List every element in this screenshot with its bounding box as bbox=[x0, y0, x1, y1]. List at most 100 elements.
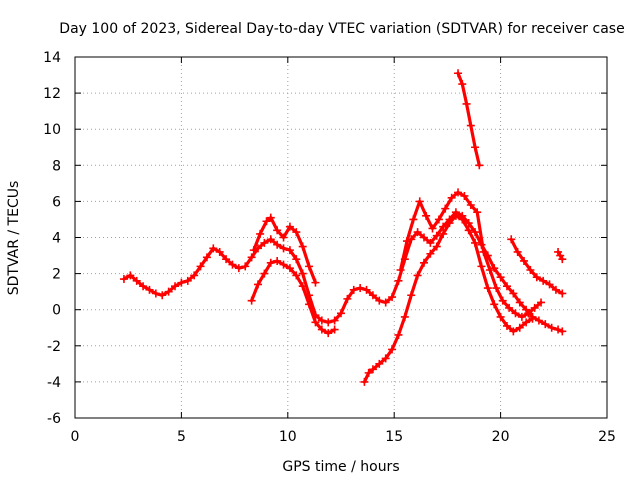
data-point bbox=[190, 271, 199, 280]
data-point bbox=[266, 258, 275, 267]
y-tick-label: 12 bbox=[43, 86, 61, 102]
data-point bbox=[362, 285, 371, 294]
data-point bbox=[151, 289, 160, 298]
data-point bbox=[317, 316, 326, 325]
data-point bbox=[285, 264, 294, 273]
series-track-c bbox=[249, 213, 320, 287]
data-point bbox=[126, 271, 135, 280]
data-point bbox=[507, 235, 516, 244]
data-point bbox=[262, 217, 271, 226]
series-track-a bbox=[119, 208, 567, 336]
data-point bbox=[388, 293, 397, 302]
data-point bbox=[479, 247, 488, 256]
data-point bbox=[554, 325, 563, 334]
data-point bbox=[528, 314, 537, 323]
data-point bbox=[266, 235, 275, 244]
data-point bbox=[241, 262, 250, 271]
data-point bbox=[368, 291, 377, 300]
data-point bbox=[464, 226, 473, 235]
data-point bbox=[292, 255, 301, 264]
data-point bbox=[502, 282, 511, 291]
data-point bbox=[388, 345, 397, 354]
data-point bbox=[524, 309, 533, 318]
data-point bbox=[473, 208, 482, 217]
series-track-f bbox=[454, 69, 484, 170]
data-point bbox=[511, 309, 520, 318]
data-point bbox=[324, 318, 333, 327]
data-point bbox=[343, 294, 352, 303]
series-track-d bbox=[360, 211, 537, 386]
y-tick-label: 2 bbox=[52, 267, 61, 283]
y-tick-label: 10 bbox=[43, 122, 61, 138]
data-point bbox=[266, 213, 275, 222]
data-point bbox=[381, 298, 390, 307]
data-point bbox=[145, 285, 154, 294]
data-point bbox=[330, 316, 339, 325]
series-track-b bbox=[247, 256, 339, 338]
data-point bbox=[526, 265, 535, 274]
data-point bbox=[273, 226, 282, 235]
data-point bbox=[509, 327, 518, 336]
y-tick-label: -4 bbox=[47, 375, 61, 391]
data-point bbox=[256, 229, 265, 238]
y-tick-label: 6 bbox=[52, 194, 61, 210]
data-point bbox=[183, 276, 192, 285]
x-tick-label: 0 bbox=[71, 429, 80, 445]
data-point bbox=[292, 271, 301, 280]
data-point bbox=[509, 289, 518, 298]
data-point bbox=[439, 229, 448, 238]
data-point bbox=[551, 285, 560, 294]
data-point bbox=[445, 219, 454, 228]
data-point bbox=[462, 99, 471, 108]
data-point bbox=[558, 289, 567, 298]
data-point bbox=[337, 309, 345, 318]
series-track-e bbox=[396, 188, 546, 321]
chart-title: Day 100 of 2023, Sidereal Day-to-day VTE… bbox=[59, 21, 624, 37]
y-tick-label: 8 bbox=[52, 158, 61, 174]
data-point bbox=[305, 262, 314, 271]
data-point bbox=[460, 191, 469, 200]
series-line bbox=[362, 214, 535, 384]
x-tick-label: 15 bbox=[385, 429, 403, 445]
data-point bbox=[541, 320, 550, 329]
data-point bbox=[247, 296, 256, 305]
data-point bbox=[471, 143, 480, 152]
data-point bbox=[228, 260, 237, 269]
data-point bbox=[517, 312, 526, 321]
y-axis-label: SDTVAR / TECUs bbox=[6, 181, 22, 296]
data-point bbox=[505, 303, 514, 312]
data-point bbox=[298, 269, 307, 278]
data-point bbox=[132, 276, 141, 285]
data-point bbox=[537, 298, 546, 307]
series-layer bbox=[119, 69, 567, 386]
data-point bbox=[558, 327, 567, 336]
data-point bbox=[298, 242, 307, 251]
series-line bbox=[456, 71, 481, 167]
data-point bbox=[539, 276, 548, 285]
data-point bbox=[305, 300, 314, 309]
data-point bbox=[428, 224, 437, 233]
data-point bbox=[492, 284, 501, 293]
data-point bbox=[547, 323, 556, 332]
data-point bbox=[419, 233, 428, 242]
data-point bbox=[490, 264, 499, 273]
data-point bbox=[545, 280, 554, 289]
data-point bbox=[260, 269, 269, 278]
data-point bbox=[466, 121, 475, 130]
series-track-h bbox=[554, 247, 567, 264]
data-point bbox=[119, 275, 128, 284]
data-point bbox=[413, 271, 422, 280]
data-point bbox=[317, 325, 326, 334]
data-point bbox=[458, 215, 467, 224]
data-point bbox=[515, 298, 524, 307]
data-point bbox=[349, 285, 358, 294]
x-tick-label: 25 bbox=[598, 429, 616, 445]
data-point bbox=[407, 291, 416, 300]
data-point bbox=[164, 287, 173, 296]
data-point bbox=[254, 280, 263, 289]
data-point bbox=[441, 204, 450, 213]
data-point bbox=[413, 228, 422, 237]
data-point bbox=[177, 278, 186, 287]
data-point bbox=[466, 201, 475, 210]
